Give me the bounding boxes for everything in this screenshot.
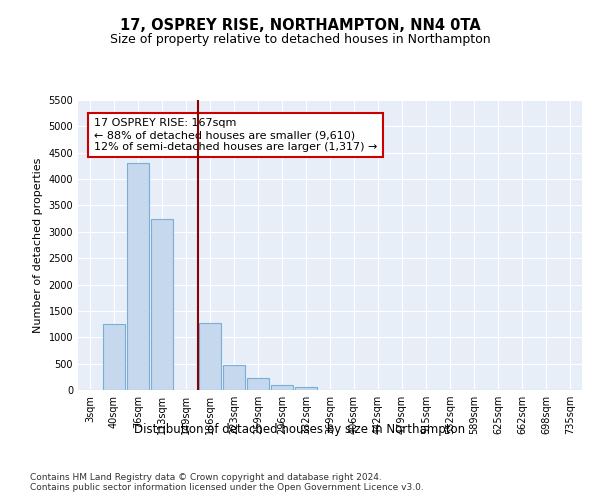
Bar [127,164,149,390]
Text: Size of property relative to detached houses in Northampton: Size of property relative to detached ho… [110,32,490,46]
Bar [223,364,245,390]
Text: Distribution of detached houses by size in Northampton: Distribution of detached houses by size … [134,422,466,436]
Y-axis label: Number of detached properties: Number of detached properties [33,158,43,332]
Bar [103,324,125,390]
Bar [295,387,317,390]
Text: 17 OSPREY RISE: 167sqm
← 88% of detached houses are smaller (9,610)
12% of semi-: 17 OSPREY RISE: 167sqm ← 88% of detached… [94,118,377,152]
Text: 17, OSPREY RISE, NORTHAMPTON, NN4 0TA: 17, OSPREY RISE, NORTHAMPTON, NN4 0TA [119,18,481,32]
Bar [271,384,293,390]
Bar [151,218,173,390]
Text: Contains HM Land Registry data © Crown copyright and database right 2024.
Contai: Contains HM Land Registry data © Crown c… [30,472,424,492]
Bar [199,322,221,390]
Bar [247,378,269,390]
